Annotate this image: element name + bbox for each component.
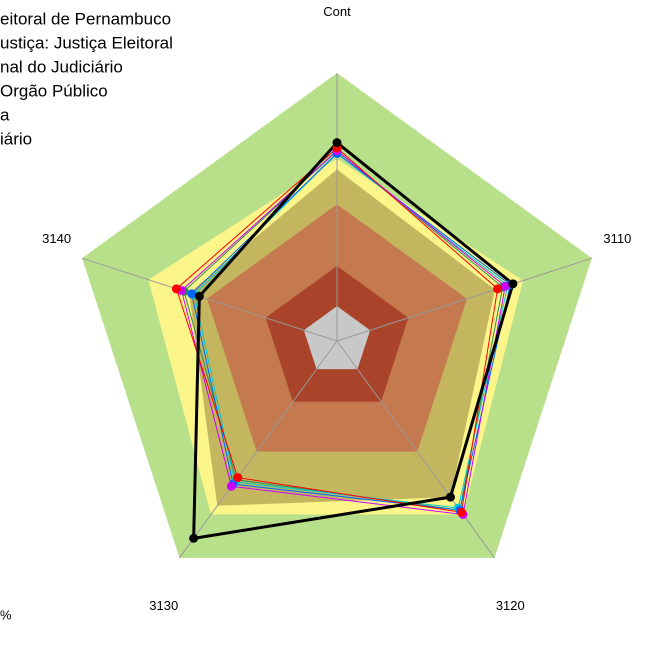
spoke	[81, 257, 338, 342]
axis-label: 3110	[603, 231, 631, 246]
point	[171, 284, 181, 294]
point	[332, 138, 342, 148]
axis-label: 3140	[42, 231, 71, 246]
point	[233, 473, 243, 483]
legend-entry: ustiça: Justiça Eleitoral	[0, 33, 173, 52]
spoke	[336, 340, 495, 559]
labels: Cont 3110 3120 3130 3140 eitoral de Pernambuc…	[0, 4, 631, 613]
axis-label: 3130	[149, 598, 178, 613]
spokes	[81, 73, 593, 559]
series-lines	[171, 138, 518, 543]
annotation: %	[0, 607, 12, 622]
legend-entry: a	[0, 105, 10, 124]
axis-label: 3120	[496, 598, 525, 613]
axis-label: Cont	[323, 4, 351, 19]
series-line	[175, 147, 499, 513]
legend-entry: eitoral de Pernambuco	[0, 9, 171, 28]
series-line	[180, 150, 506, 516]
series-line	[191, 152, 511, 511]
legend-entry: iário	[0, 129, 32, 148]
point	[187, 289, 197, 299]
point	[508, 279, 518, 289]
point	[226, 481, 236, 491]
point	[445, 492, 455, 502]
point	[456, 507, 466, 517]
spoke	[179, 340, 338, 559]
legend-entry: Orgão Público	[0, 81, 108, 100]
spoke	[336, 257, 593, 342]
legend-entry: nal do Judiciário	[0, 57, 123, 76]
point	[500, 281, 510, 291]
point	[189, 533, 199, 543]
point	[194, 291, 204, 301]
series-line	[192, 140, 515, 541]
point	[493, 284, 503, 294]
